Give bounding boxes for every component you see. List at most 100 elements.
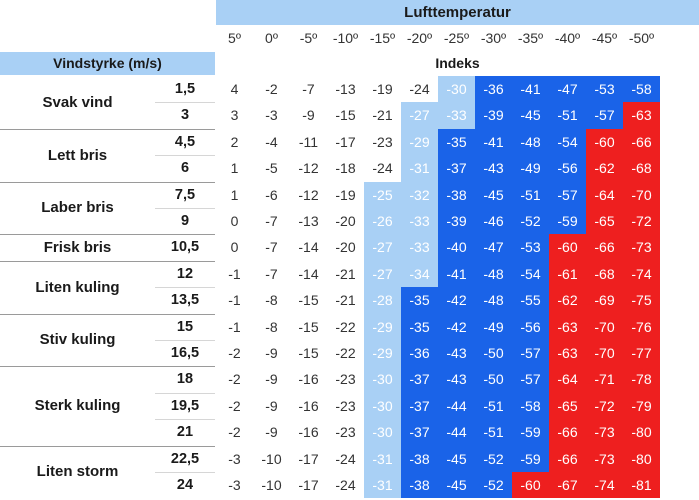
index-cell: 4 (230, 81, 239, 97)
temperature-label: 5º (228, 30, 241, 46)
index-cell: -10 (261, 450, 282, 467)
wind-speed-value: 10,5 (170, 239, 200, 256)
index-cell: -43 (475, 155, 512, 182)
index-cell: -37 (401, 392, 438, 420)
index-cell: -34 (401, 260, 438, 288)
index-cell: -43 (438, 340, 475, 367)
index-cell: -39 (475, 102, 512, 129)
index-cell: -45 (438, 445, 475, 472)
index-cell: -15 (298, 292, 319, 309)
index-cell: -49 (512, 155, 549, 182)
index-cell: -78 (623, 366, 660, 393)
index-cell: -2 (228, 345, 241, 361)
index-cell: -24 (335, 477, 356, 493)
row-divider (155, 102, 215, 104)
index-cell: 2 (230, 133, 239, 150)
index-cell: -24 (335, 450, 356, 467)
index-cell: -76 (623, 313, 660, 340)
index-cell: -49 (475, 313, 512, 340)
index-cell: -56 (549, 155, 586, 182)
index-cell: -30 (364, 392, 401, 420)
index-cell: -73 (586, 419, 623, 446)
index-cell: -35 (438, 128, 475, 156)
index-cell: -57 (512, 340, 549, 367)
index-cell: -9 (265, 371, 278, 388)
index-cell: -15 (335, 107, 356, 124)
index-cell: -47 (475, 234, 512, 261)
row-divider (155, 392, 215, 394)
index-cell: -23 (335, 397, 356, 414)
index-cell: -4 (265, 133, 278, 150)
temperature-label: -20º (406, 30, 433, 46)
index-cell: -23 (335, 371, 356, 388)
index-cell: -55 (512, 287, 549, 314)
index-cell: -9 (265, 345, 278, 361)
index-cell: -57 (586, 102, 623, 129)
row-divider (155, 287, 215, 289)
index-cell: -44 (438, 392, 475, 420)
index-cell: -36 (401, 340, 438, 367)
index-cell: -31 (364, 445, 401, 472)
index-cell: -45 (438, 472, 475, 499)
index-cell: -58 (623, 76, 660, 103)
index-cell: -57 (512, 366, 549, 393)
index-cell: -81 (623, 472, 660, 499)
index-cell: -28 (364, 287, 401, 314)
index-cell: -20 (335, 239, 356, 256)
wind-category-label: Lett bris (47, 146, 108, 164)
temperature-label: -40º (554, 30, 581, 46)
index-cell: -3 (228, 477, 241, 493)
wind-speed-value: 7,5 (174, 186, 196, 203)
index-cell: -10 (261, 477, 282, 493)
index-cell: -22 (335, 318, 356, 335)
index-cell: -24 (409, 81, 430, 97)
group-divider (0, 234, 215, 236)
group-divider (0, 260, 215, 262)
index-cell: -11 (298, 133, 319, 150)
index-cell: -52 (475, 472, 512, 499)
index-cell: -44 (438, 419, 475, 446)
wind-speed-value: 16,5 (170, 345, 200, 361)
index-cell: -23 (335, 424, 356, 441)
index-cell: -30 (438, 76, 475, 103)
index-cell: -13 (335, 81, 356, 97)
index-cell: -38 (401, 472, 438, 499)
index-cell: -48 (512, 128, 549, 156)
wind-speed-value: 12 (176, 265, 194, 282)
wind-category-label: Stiv kuling (39, 331, 116, 349)
index-cell: -69 (586, 287, 623, 314)
index-cell: -20 (335, 213, 356, 229)
index-cell: -14 (298, 239, 319, 256)
index-cell: -7 (265, 213, 278, 229)
temperature-label: -30º (480, 30, 507, 46)
index-cell: -27 (364, 234, 401, 261)
index-cell: -60 (549, 234, 586, 261)
index-cell: -12 (298, 186, 319, 203)
wind-speed-value: 22,5 (170, 450, 200, 467)
index-cell: -54 (549, 128, 586, 156)
index-cell: -1 (228, 292, 241, 309)
index-cell: -65 (586, 208, 623, 235)
index-cell: -46 (475, 208, 512, 235)
temperature-label: -25º (443, 30, 470, 46)
index-cell: -53 (512, 234, 549, 261)
index-cell: -59 (512, 419, 549, 446)
index-cell: -66 (549, 419, 586, 446)
index-cell: -61 (549, 260, 586, 288)
index-cell: -8 (265, 318, 278, 335)
index-cell: -7 (302, 81, 315, 97)
index-cell: -52 (512, 208, 549, 235)
index-cell: -31 (364, 472, 401, 499)
index-cell: -29 (364, 340, 401, 367)
wind-category-label: Frisk bris (43, 239, 112, 257)
index-cell: -42 (438, 287, 475, 314)
index-cell: -63 (623, 102, 660, 129)
index-cell: -70 (586, 313, 623, 340)
index-cell: -43 (438, 366, 475, 393)
index-cell: -30 (364, 366, 401, 393)
index-cell: -70 (586, 340, 623, 367)
index-cell: -35 (401, 287, 438, 314)
index-cell: -80 (623, 445, 660, 472)
index-cell: -7 (265, 265, 278, 282)
wind-speed-value: 3 (180, 107, 190, 124)
